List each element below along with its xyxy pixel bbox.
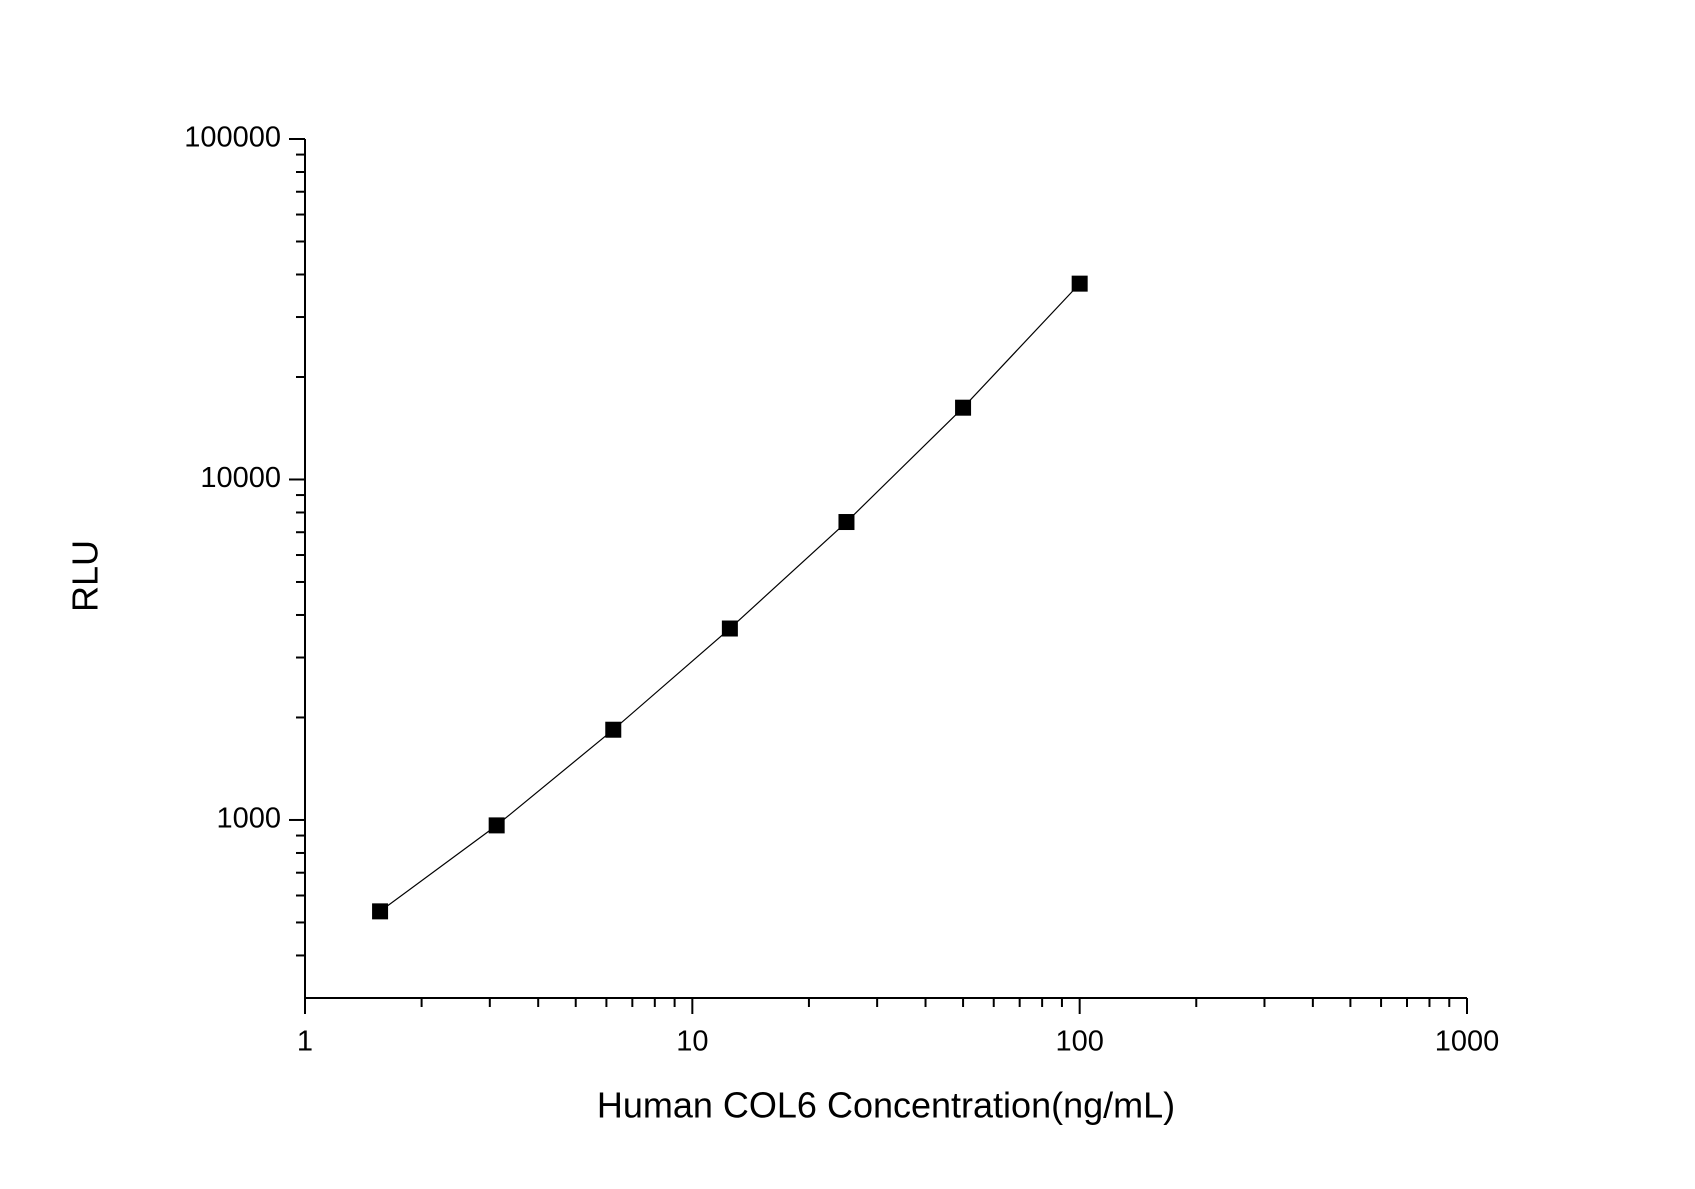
- x-tick-label: 10: [676, 1026, 708, 1058]
- y-tick-label: 10000: [200, 462, 281, 494]
- x-tick-label: 1: [297, 1026, 313, 1058]
- marker: [488, 817, 505, 834]
- marker: [838, 514, 855, 531]
- y-tick-label: 100000: [184, 122, 281, 154]
- y-axis-label: RLU: [65, 540, 106, 612]
- marker: [1071, 275, 1088, 292]
- x-tick-label: 1000: [1435, 1026, 1500, 1058]
- marker: [955, 399, 972, 416]
- y-tick-label: 1000: [216, 803, 281, 835]
- x-axis-label: Human COL6 Concentration(ng/mL): [597, 1085, 1175, 1126]
- marker: [721, 620, 738, 637]
- marker: [605, 721, 622, 738]
- marker: [372, 903, 389, 920]
- x-tick-label: 100: [1055, 1026, 1103, 1058]
